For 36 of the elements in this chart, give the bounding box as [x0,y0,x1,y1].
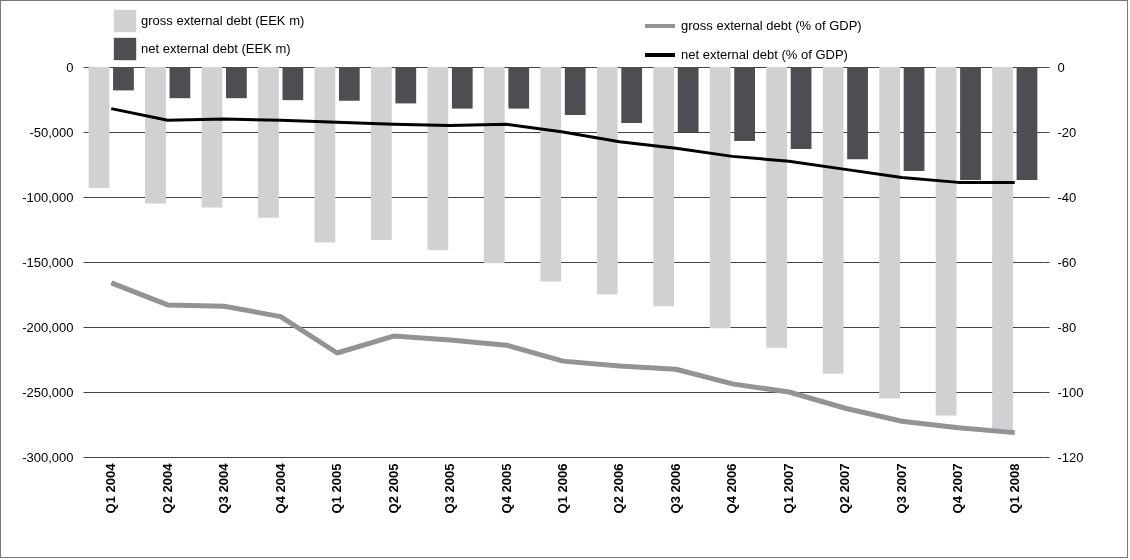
y-tick-label: -150,000 [22,254,74,270]
y2-tick-label: -80 [1057,319,1077,335]
x-tick-label: Q4 2005 [498,463,514,514]
legend-label: gross external debt (EEK m) [141,13,305,28]
x-tick-label: Q4 2004 [272,462,288,514]
y2-tick-label: -40 [1057,189,1077,205]
x-tick-label: Q3 2005 [442,463,458,514]
x-tick-label: Q1 2007 [780,463,796,514]
x-tick-label: Q4 2006 [724,463,740,514]
x-tick-label: Q1 2008 [1006,463,1022,514]
legend-label: net external debt (% of GDP) [681,47,848,62]
x-tick-label: Q2 2006 [611,463,627,514]
x-tick-label: Q3 2007 [893,463,909,514]
y-tick-label: -200,000 [22,319,74,335]
x-tick-label: Q1 2006 [555,463,570,514]
y-tick-label: 0 [66,59,74,75]
x-tick-label: Q3 2006 [667,463,683,514]
x-tick-label: Q2 2007 [837,463,853,514]
x-tick-label: Q3 2004 [216,462,232,514]
x-tick-label: Q2 2004 [159,462,175,514]
y2-tick-label: 0 [1057,59,1065,75]
y2-tick-label: -100 [1057,384,1084,400]
y-tick-label: -50,000 [29,124,74,140]
x-tick-label: Q4 2007 [950,463,966,514]
x-tick-label: Q2 2005 [385,463,401,514]
y2-tick-label: -60 [1057,254,1077,270]
x-tick-label: Q1 2004 [103,462,119,514]
legend-label: net external debt (EEK m) [141,41,291,56]
y-tick-label: -300,000 [22,449,74,465]
y-tick-label: -250,000 [22,384,74,400]
x-tick-label: Q1 2005 [329,463,345,514]
y-tick-label: -100,000 [22,189,74,205]
legend-label: gross external debt (% of GDP) [681,18,862,33]
y2-tick-label: -120 [1057,449,1084,465]
line-series [109,107,1017,184]
y2-tick-label: -20 [1057,124,1077,140]
